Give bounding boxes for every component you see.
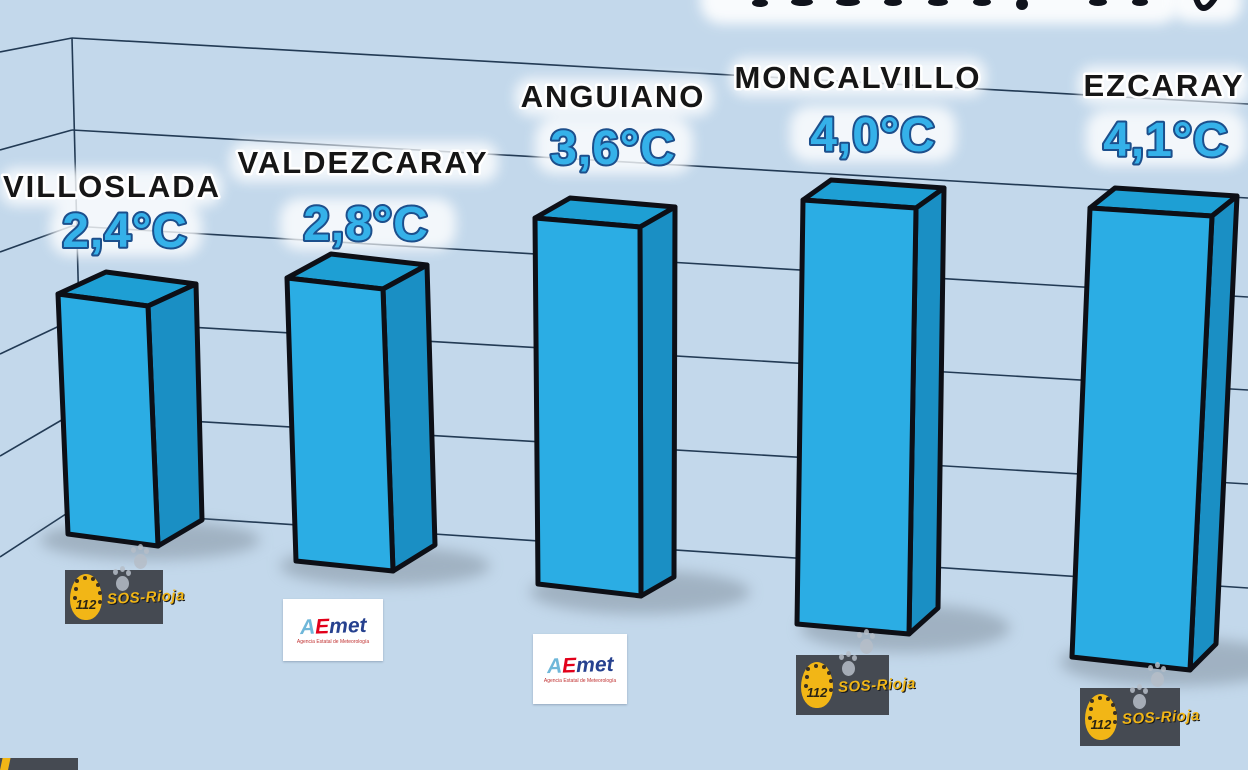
cutoff-sos-rioja-logo <box>0 758 78 770</box>
aemet-wordmark: AEmet <box>299 613 367 639</box>
aemet-wordmark: AEmet <box>546 652 614 678</box>
station-name: ANGUIANO <box>521 79 706 114</box>
bars <box>55 177 1240 673</box>
aemet-tagline: Agencia Estatal de Meteorología <box>296 638 370 645</box>
bar-villoslada <box>55 269 205 549</box>
paw-print-icon <box>1130 687 1146 709</box>
dial-112-number: 112 <box>75 597 97 612</box>
sos-rioja-logo: 112 SOS-Rioja <box>796 632 916 715</box>
cutoff-title-fragments <box>700 0 1242 24</box>
dial-112-icon: 112 <box>1085 694 1117 740</box>
station-value: 4,0°C <box>810 109 936 162</box>
station-name: EZCARAY <box>1084 68 1245 103</box>
aemet-tagline: Agencia Estatal de Meteorología <box>543 677 617 684</box>
label-glow-bands <box>0 58 1248 256</box>
bar-valdezcaray <box>284 251 438 574</box>
station-labels: VILLOSLADA 2,4°C VALDEZCARAY 2,8°C ANGUI… <box>0 58 1245 261</box>
bar-moncalvillo <box>794 177 947 637</box>
sos-rioja-logo: 112 SOS-Rioja <box>65 547 185 624</box>
station-value: 2,8°C <box>303 198 429 251</box>
paw-print-icon <box>857 632 873 654</box>
paw-print-icon <box>113 569 129 591</box>
station-value: 2,4°C <box>62 205 188 258</box>
dial-112-icon: 112 <box>70 574 102 620</box>
dial-112-number: 112 <box>806 685 828 700</box>
station-value: 3,6°C <box>550 122 676 175</box>
sos-rioja-wordmark: SOS-Rioja <box>1121 706 1201 728</box>
bar-ezcaray <box>1069 185 1240 673</box>
dial-112-number: 112 <box>1090 717 1112 732</box>
sos-rioja-logo: 112 SOS-Rioja <box>1080 665 1200 746</box>
aemet-logo: AEmet Agencia Estatal de Meteorología <box>283 599 383 661</box>
aemet-letters-met: met <box>575 652 614 677</box>
aemet-letters-met: met <box>328 613 367 638</box>
paw-print-icon <box>839 654 855 676</box>
station-name: MONCALVILLO <box>734 60 981 95</box>
station-name: VALDEZCARAY <box>237 145 488 180</box>
station-value: 4,1°C <box>1103 114 1229 167</box>
station-name: VILLOSLADA <box>3 169 221 204</box>
aemet-letter-e: E <box>314 614 330 639</box>
bar-anguiano <box>532 195 678 599</box>
cutoff-logo-yellow-sliver <box>0 758 11 770</box>
aemet-letter-e: E <box>561 653 577 678</box>
aemet-letter-a: A <box>299 615 316 639</box>
sos-rioja-wordmark: SOS-Rioja <box>837 674 917 696</box>
paw-print-icon <box>131 547 147 569</box>
dial-112-icon: 112 <box>801 662 833 708</box>
aemet-letter-a: A <box>546 654 563 678</box>
aemet-logo: AEmet Agencia Estatal de Meteorología <box>533 634 627 704</box>
paw-print-icon <box>1148 665 1164 687</box>
